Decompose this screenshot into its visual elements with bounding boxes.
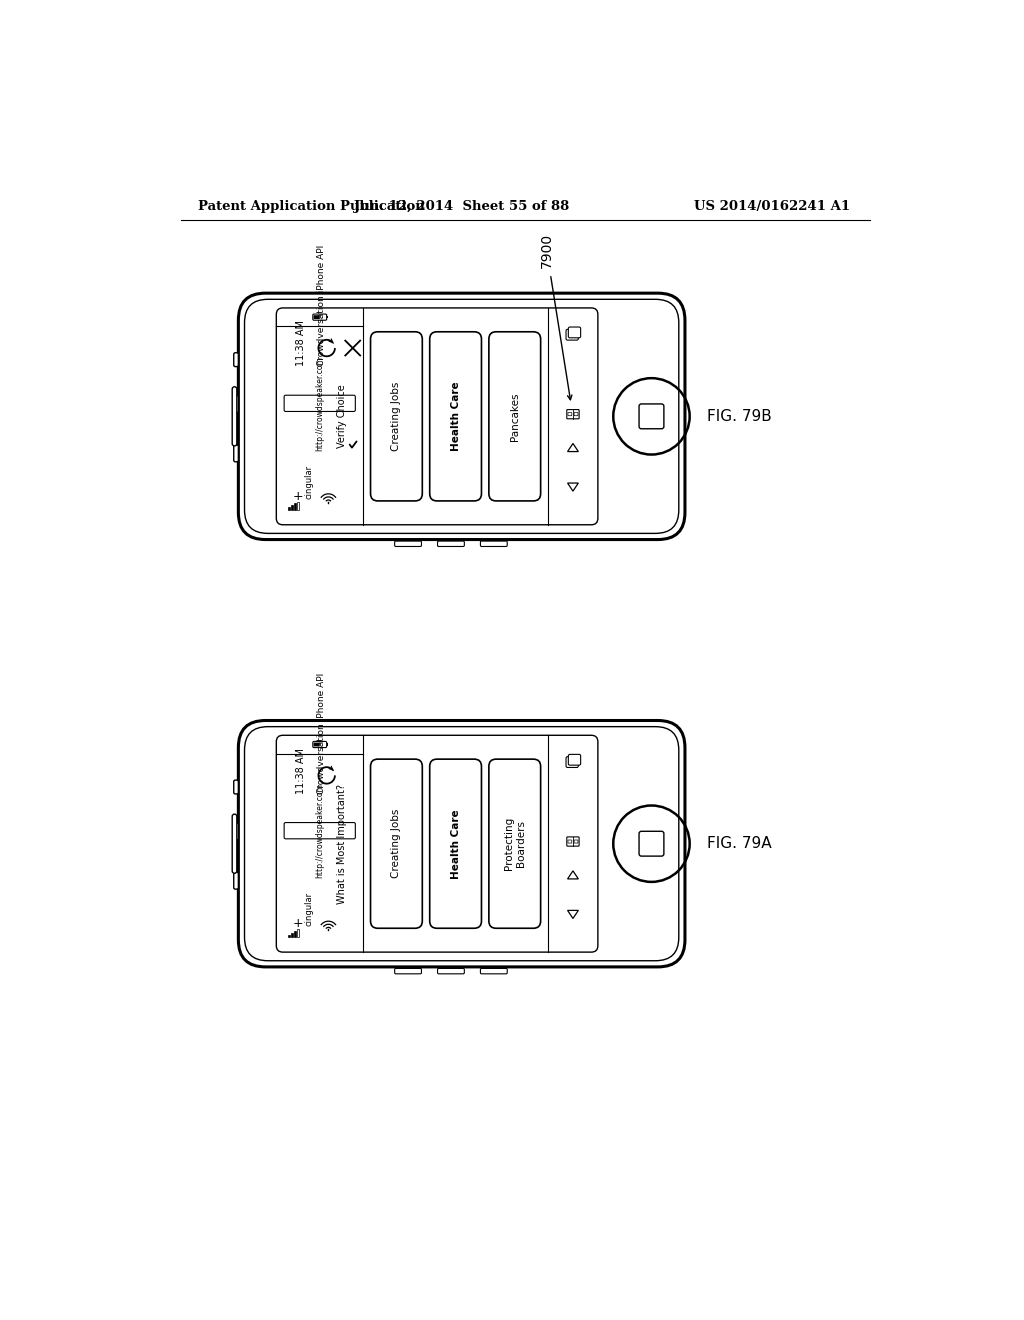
FancyBboxPatch shape (233, 352, 239, 367)
FancyBboxPatch shape (394, 541, 422, 546)
FancyBboxPatch shape (566, 756, 579, 767)
FancyBboxPatch shape (394, 969, 422, 974)
FancyBboxPatch shape (480, 541, 507, 546)
FancyBboxPatch shape (567, 409, 580, 418)
FancyBboxPatch shape (437, 969, 464, 974)
Text: http://crowdspeaker.com: http://crowdspeaker.com (315, 356, 325, 450)
Bar (288, 507, 290, 510)
Bar (288, 935, 290, 937)
FancyBboxPatch shape (276, 735, 598, 952)
Text: Crowdversation iPhone API: Crowdversation iPhone API (317, 246, 326, 367)
FancyBboxPatch shape (233, 445, 239, 462)
Bar (327, 315, 329, 318)
Text: What is Most Important?: What is Most Important? (337, 784, 347, 904)
Text: US 2014/0162241 A1: US 2014/0162241 A1 (694, 199, 851, 213)
FancyBboxPatch shape (574, 840, 578, 843)
FancyBboxPatch shape (639, 404, 664, 429)
FancyBboxPatch shape (239, 293, 685, 540)
FancyBboxPatch shape (313, 743, 319, 746)
FancyBboxPatch shape (574, 413, 578, 416)
FancyBboxPatch shape (233, 780, 239, 793)
FancyBboxPatch shape (568, 840, 571, 843)
FancyBboxPatch shape (437, 541, 464, 546)
FancyBboxPatch shape (568, 327, 581, 338)
FancyBboxPatch shape (488, 331, 541, 500)
Text: Pancakes: Pancakes (510, 392, 520, 441)
Bar (294, 931, 296, 937)
FancyBboxPatch shape (371, 759, 422, 928)
FancyBboxPatch shape (245, 726, 679, 961)
Text: cingular: cingular (305, 892, 313, 927)
Text: +: + (293, 490, 303, 503)
Text: 11:38 AM: 11:38 AM (296, 748, 305, 793)
Text: Health Care: Health Care (451, 809, 461, 879)
Text: 7900: 7900 (540, 234, 554, 268)
Text: Protecting
Boarders: Protecting Boarders (504, 817, 525, 870)
Text: Jun. 12, 2014  Sheet 55 of 88: Jun. 12, 2014 Sheet 55 of 88 (354, 199, 569, 213)
Text: Verify Choice: Verify Choice (337, 384, 347, 449)
FancyBboxPatch shape (430, 759, 481, 928)
Bar (291, 933, 293, 937)
FancyBboxPatch shape (639, 832, 664, 857)
Bar (327, 743, 329, 746)
Bar (297, 502, 299, 510)
FancyBboxPatch shape (284, 822, 355, 838)
Text: FIG. 79B: FIG. 79B (707, 409, 771, 424)
Text: 11:38 AM: 11:38 AM (296, 321, 305, 367)
FancyBboxPatch shape (245, 300, 679, 533)
Text: FIG. 79A: FIG. 79A (707, 836, 771, 851)
FancyBboxPatch shape (488, 759, 541, 928)
FancyBboxPatch shape (566, 329, 579, 341)
FancyBboxPatch shape (233, 396, 239, 412)
FancyBboxPatch shape (233, 822, 239, 840)
FancyBboxPatch shape (371, 331, 422, 500)
Text: +: + (293, 917, 303, 931)
Text: Crowdversation iPhone API: Crowdversation iPhone API (317, 673, 326, 793)
FancyBboxPatch shape (312, 314, 327, 321)
Text: Patent Application Publication: Patent Application Publication (199, 199, 425, 213)
FancyBboxPatch shape (276, 308, 598, 525)
Text: cingular: cingular (305, 465, 313, 499)
FancyBboxPatch shape (239, 721, 685, 966)
FancyBboxPatch shape (568, 754, 581, 766)
FancyBboxPatch shape (232, 814, 237, 874)
FancyBboxPatch shape (567, 837, 580, 846)
FancyBboxPatch shape (313, 315, 319, 319)
Bar (294, 503, 296, 510)
FancyBboxPatch shape (568, 413, 571, 416)
FancyBboxPatch shape (284, 395, 355, 412)
Text: Creating Jobs: Creating Jobs (391, 381, 401, 451)
FancyBboxPatch shape (312, 742, 327, 747)
FancyBboxPatch shape (233, 873, 239, 890)
FancyBboxPatch shape (232, 387, 237, 446)
Bar (291, 506, 293, 510)
Text: Health Care: Health Care (451, 381, 461, 451)
Text: http://crowdspeaker.com: http://crowdspeaker.com (315, 783, 325, 878)
Bar (297, 929, 299, 937)
Text: Creating Jobs: Creating Jobs (391, 809, 401, 878)
FancyBboxPatch shape (430, 331, 481, 500)
FancyBboxPatch shape (480, 969, 507, 974)
